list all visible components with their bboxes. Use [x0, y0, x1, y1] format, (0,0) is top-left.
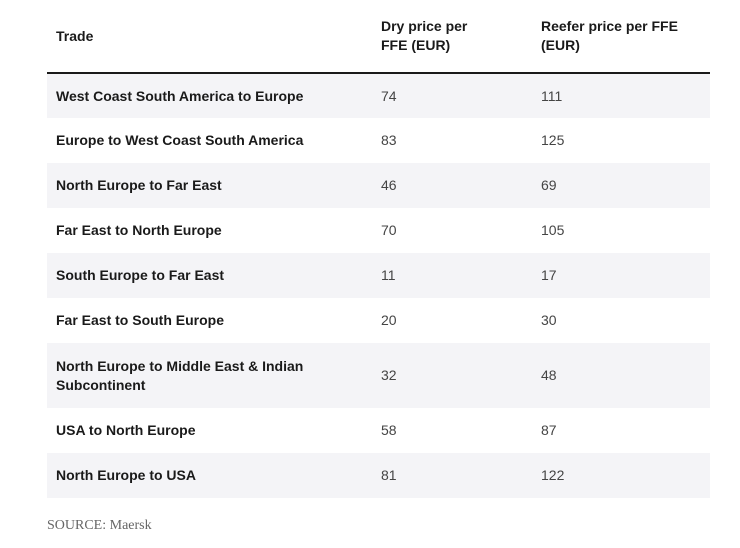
reefer-price-cell: 122: [541, 467, 565, 483]
table-header-row: Trade Dry price per FFE (EUR) Reefer pri…: [47, 0, 710, 74]
table-row: North Europe to Middle East & Indian Sub…: [47, 343, 710, 408]
trade-cell: North Europe to Far East: [56, 177, 222, 193]
table-row: USA to North Europe 58 87: [47, 408, 710, 453]
dry-price-cell: 32: [381, 367, 397, 383]
trade-cell: North Europe to USA: [56, 467, 196, 483]
table-row: North Europe to USA 81 122: [47, 453, 710, 498]
table-row: West Coast South America to Europe 74 11…: [47, 73, 710, 118]
header-dry-price: Dry price per FFE (EUR): [372, 0, 532, 74]
table-row: Europe to West Coast South America 83 12…: [47, 118, 710, 163]
reefer-price-cell: 30: [541, 312, 557, 328]
dry-price-cell: 46: [381, 177, 397, 193]
reefer-price-cell: 105: [541, 222, 565, 238]
reefer-price-cell: 125: [541, 132, 565, 148]
price-table: Trade Dry price per FFE (EUR) Reefer pri…: [47, 0, 710, 498]
table-row: Far East to South Europe 20 30: [47, 298, 710, 343]
trade-cell: West Coast South America to Europe: [56, 87, 304, 104]
trade-cell: Europe to West Coast South America: [56, 132, 304, 148]
trade-cell: Far East to South Europe: [56, 312, 225, 328]
dry-price-cell: 11: [381, 267, 396, 283]
header-reefer-price: Reefer price per FFE (EUR): [532, 0, 710, 74]
dry-price-cell: 58: [381, 422, 397, 438]
price-table-container: Trade Dry price per FFE (EUR) Reefer pri…: [47, 0, 710, 498]
reefer-price-cell: 111: [541, 87, 563, 104]
reefer-price-cell: 17: [541, 267, 557, 283]
trade-cell: USA to North Europe: [56, 422, 196, 438]
table-row: Far East to North Europe 70 105: [47, 208, 710, 253]
reefer-price-cell: 48: [541, 367, 557, 383]
table-row: South Europe to Far East 11 17: [47, 253, 710, 298]
reefer-price-cell: 69: [541, 177, 557, 193]
trade-cell: Far East to North Europe: [56, 222, 222, 238]
source-note: SOURCE: Maersk: [47, 518, 152, 533]
trade-cell: South Europe to Far East: [56, 267, 225, 283]
trade-cell: North Europe to Middle East & Indian Sub…: [56, 357, 304, 393]
dry-price-cell: 20: [381, 312, 397, 328]
dry-price-cell: 83: [381, 132, 397, 148]
dry-price-cell: 81: [381, 467, 397, 483]
header-trade: Trade: [47, 0, 372, 74]
reefer-price-cell: 87: [541, 422, 557, 438]
dry-price-cell: 74: [381, 87, 397, 104]
dry-price-cell: 70: [381, 222, 397, 238]
table-row: North Europe to Far East 46 69: [47, 163, 710, 208]
